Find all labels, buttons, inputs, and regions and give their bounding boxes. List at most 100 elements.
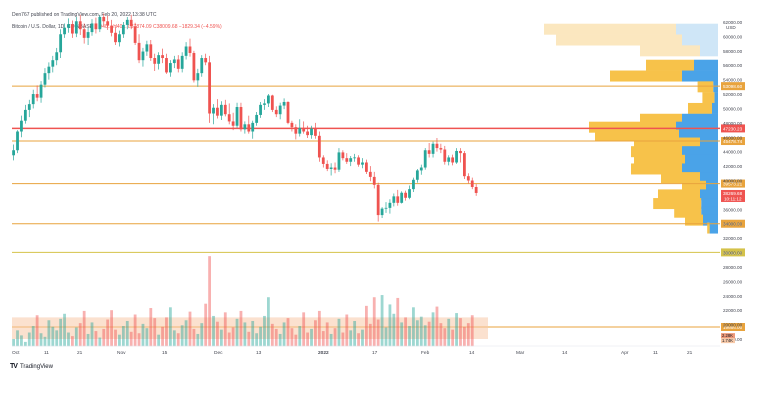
volume-bar: [212, 315, 215, 347]
volume-bar: [153, 318, 157, 347]
candle-body: [231, 121, 235, 126]
candle-body: [451, 157, 455, 163]
volume-bar: [263, 315, 266, 347]
volume-bar: [125, 320, 129, 347]
price-tick-label: 58000.00: [723, 49, 743, 54]
volume-bar: [466, 323, 470, 347]
volume-bar: [176, 333, 180, 347]
time-tick-label: 14: [562, 350, 568, 356]
volume-bar: [290, 328, 294, 347]
volume-profile-buy: [682, 180, 706, 192]
logo-text: TradingView: [19, 363, 53, 370]
volume-bar: [227, 332, 231, 347]
candle-body: [27, 104, 31, 110]
candle-body: [302, 127, 306, 132]
volume-bar: [357, 333, 360, 347]
candle-body: [267, 95, 270, 104]
volume-profile-buy: [544, 23, 676, 35]
level-label: 30019.25: [723, 250, 743, 255]
candle-body: [133, 26, 137, 43]
volume-profile-sell: [682, 146, 718, 158]
candle-body: [204, 58, 208, 63]
volume-bar: [110, 310, 113, 347]
volume-profile-buy: [674, 206, 702, 218]
volume-bar: [200, 323, 204, 347]
symbol-legend[interactable]: Bitcoin / U.S. Dollar, 1D, COINBASE O40.…: [12, 24, 222, 30]
candle-body: [188, 46, 192, 53]
volume-profile-buy: [631, 146, 682, 158]
candle-body: [219, 104, 223, 116]
candle-body: [384, 207, 388, 209]
volume-profile-buy: [556, 34, 682, 46]
candle-body: [23, 109, 27, 121]
volume-bar: [349, 330, 353, 347]
volume-profile-sell: [676, 121, 718, 133]
volume-profile-sell: [685, 154, 718, 166]
candle-body: [365, 162, 368, 172]
volume-bar: [114, 329, 117, 347]
volume-bar: [345, 314, 349, 347]
volume-bar: [408, 326, 411, 347]
candle-body: [274, 109, 278, 115]
volume-bar: [337, 318, 341, 347]
volume-bar: [372, 297, 376, 347]
candle-body: [86, 32, 90, 38]
price-tick-label: 34000.00: [723, 222, 743, 227]
candle-body: [255, 114, 259, 123]
volume-bar: [267, 297, 270, 347]
volume-bar: [169, 307, 172, 347]
volume-bar: [298, 326, 302, 347]
volume-bar: [376, 319, 380, 347]
candle-body: [419, 167, 423, 171]
tradingview-logo[interactable]: TV TradingView: [10, 363, 53, 370]
volume-bar: [321, 331, 325, 347]
level-label: 34000.00: [723, 222, 743, 227]
volume-bar: [412, 307, 415, 347]
level-label-bg: [721, 219, 745, 228]
last-price-label: 38269.68: [723, 191, 743, 196]
time-tick-label: 21: [687, 350, 693, 356]
candle-body: [286, 101, 290, 123]
candle-body: [251, 122, 255, 132]
volume-bar: [259, 326, 262, 347]
level-label-bg: [721, 124, 745, 133]
candle-body: [415, 170, 419, 180]
candle-body: [282, 101, 286, 106]
volume-profile-buy: [610, 70, 682, 82]
candle-body: [227, 114, 231, 122]
volume-bar: [55, 330, 59, 347]
volume-bar: [219, 329, 223, 347]
candle-body: [447, 157, 451, 162]
candle-body: [114, 32, 117, 43]
level-label-bg: [721, 322, 745, 331]
candle-body: [392, 196, 396, 203]
candle-body: [212, 107, 215, 114]
volume-profile-sell: [682, 34, 718, 46]
volume-bar: [282, 322, 286, 347]
volume-bar: [86, 333, 90, 347]
candle-body: [259, 104, 262, 115]
candle-body: [74, 21, 78, 34]
price-tick-label: 62000.00: [723, 20, 743, 25]
volume-profile-buy: [653, 198, 702, 210]
volume-bar: [463, 326, 466, 347]
time-tick-label: Nov: [117, 350, 126, 356]
candlesticks: [12, 13, 478, 222]
price-tick-label: 22000.00: [723, 308, 743, 313]
level-label-bg: [721, 82, 745, 91]
candle-body: [172, 59, 176, 64]
candle-body: [20, 120, 23, 132]
volume-bar: [270, 323, 274, 347]
candle-body: [314, 128, 317, 136]
time-tick-label: 13: [256, 350, 262, 356]
volume-axis-label: 2.28K: [722, 333, 733, 338]
volume-bar: [302, 312, 306, 347]
candle-body: [12, 150, 15, 156]
volume-bar: [180, 325, 184, 347]
candle-body: [192, 52, 196, 81]
volume-bar: [121, 326, 125, 347]
candle-body: [439, 148, 443, 150]
volume-bar: [314, 320, 317, 347]
price-tick-label: 46000.00: [723, 135, 743, 140]
